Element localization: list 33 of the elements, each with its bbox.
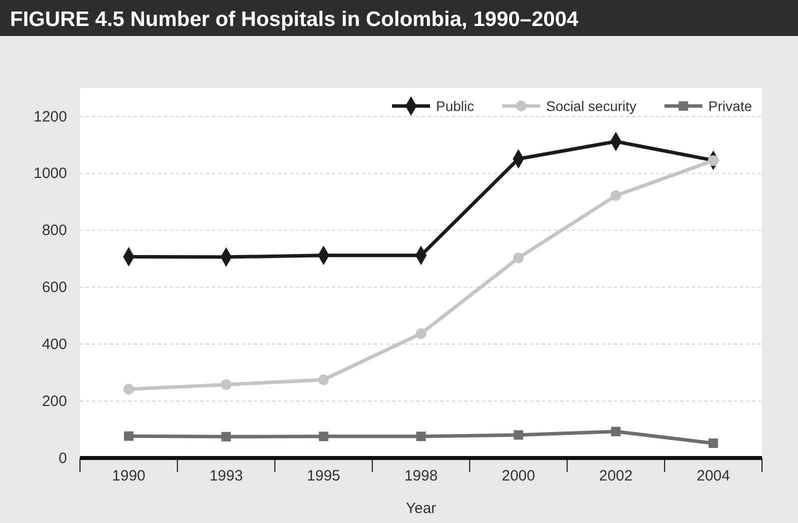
point [124, 431, 134, 441]
point [220, 379, 232, 390]
y-tick-label: 1200 [34, 108, 67, 126]
y-tick-label: 800 [42, 222, 67, 240]
point [318, 432, 328, 442]
legend-label: Social security [546, 98, 636, 114]
point [221, 432, 231, 442]
legend-label: Private [708, 98, 752, 114]
x-tick-label: 1998 [404, 468, 438, 485]
point [513, 252, 524, 264]
x-tick-label: 2004 [696, 468, 730, 485]
x-tick-label: 1990 [112, 468, 146, 485]
point [514, 430, 524, 440]
legend-label: Public [436, 98, 474, 114]
point [610, 190, 622, 201]
y-tick-label: 200 [42, 392, 67, 410]
x-axis-title: Year [406, 500, 436, 517]
y-tick-label: 400 [42, 336, 67, 353]
x-tick-label: 2002 [599, 468, 633, 485]
x-tick-label: 1995 [306, 468, 340, 485]
chart-title: FIGURE 4.5 Number of Hospitals in Colombia, 1990–2004 [10, 8, 579, 31]
y-tick-label: 1000 [34, 165, 67, 182]
y-tick-label: 600 [42, 279, 67, 296]
x-tick-label: 1993 [209, 468, 243, 485]
point [416, 328, 426, 339]
y-tick-label: 0 [58, 450, 67, 467]
point [123, 384, 134, 394]
point [611, 426, 621, 436]
point [708, 438, 718, 448]
point [708, 155, 719, 166]
x-tick-label: 2000 [502, 468, 536, 485]
point [416, 432, 426, 442]
point [318, 374, 329, 386]
